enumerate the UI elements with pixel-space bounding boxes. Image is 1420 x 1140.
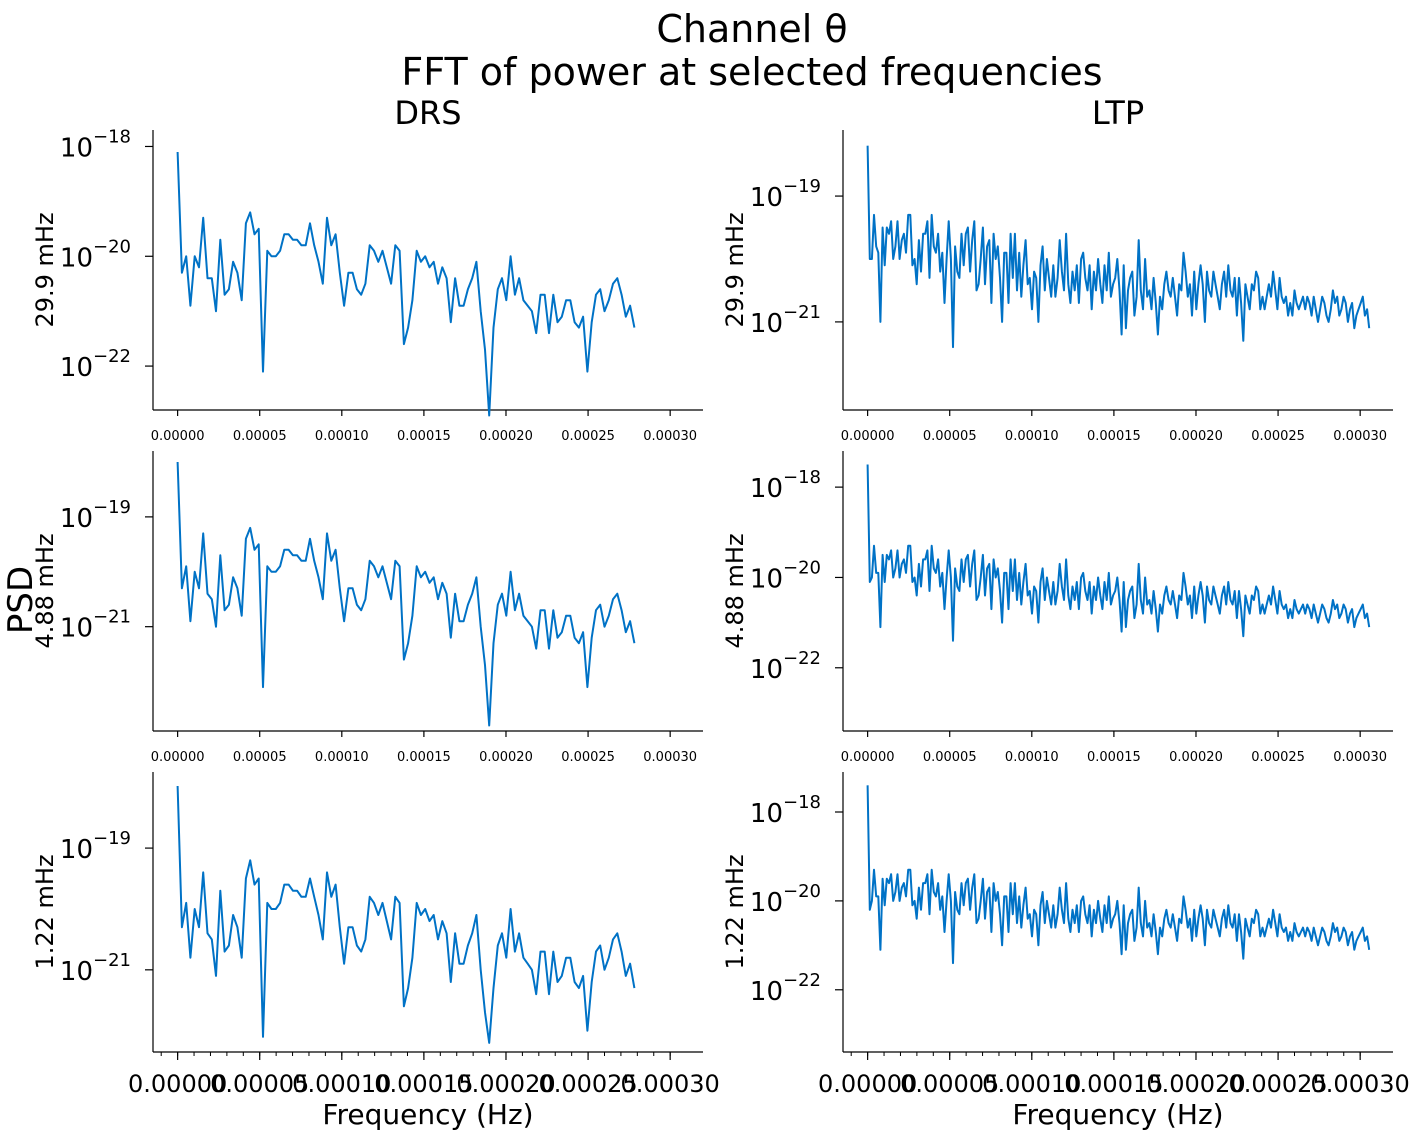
subplot-drs-1-22: 10−1910−210.000000.000050.000100.000150.… — [31, 772, 720, 1131]
x-tick-label: 0.00015 — [397, 750, 451, 765]
x-tick-label: 0.00000 — [128, 1070, 227, 1098]
y-tick-exponent: −20 — [93, 236, 131, 257]
x-tick-label: 0.00010 — [315, 750, 369, 765]
y-tick-exponent: −22 — [93, 346, 131, 367]
x-tick-label: 0.00010 — [315, 429, 369, 444]
x-tick-label: 0.00010 — [1005, 429, 1059, 444]
figure-ylabel: PSD — [1, 566, 41, 634]
psd-series-line — [176, 461, 636, 727]
y-tick-label: 10−18 — [750, 792, 821, 829]
psd-series-line — [866, 145, 1371, 349]
subplot-ltp-4-88: 10−18 10−20 10−22 0.00000 0.00005 0.00010 0.00… — [721, 451, 1393, 765]
y-axis-label: 29.9 mHz — [31, 212, 59, 327]
subplot-drs-29-9: 10−18 10−20 10−22 0.00000 0.00005 0.00010 0.00… — [31, 94, 703, 444]
y-axis-label: 1.22 mHz — [31, 854, 59, 969]
y-tick-label: 10−19 — [750, 176, 821, 213]
y-axis-label: 29.9 mHz — [721, 212, 749, 327]
y-tick-exponent: −19 — [783, 176, 821, 197]
x-tick-label: 0.00005 — [900, 1070, 999, 1098]
column-title: DRS — [394, 94, 461, 132]
x-tick-label: 0.00010 — [982, 1070, 1081, 1098]
y-tick-exponent: −21 — [93, 950, 131, 971]
x-tick-label: 0.00005 — [233, 429, 287, 444]
y-tick-label: 10−19 — [60, 497, 131, 534]
x-tick-label: 0.00005 — [210, 1070, 309, 1098]
x-tick-label: 0.00020 — [456, 1070, 555, 1098]
x-tick-label: 0.00025 — [561, 750, 615, 765]
x-tick-label: 0.00015 — [374, 1070, 473, 1098]
x-axis-label: Frequency (Hz) — [1012, 1098, 1223, 1131]
y-tick-label: 10−22 — [60, 346, 131, 383]
x-tick-label: 0.00030 — [643, 750, 697, 765]
y-tick-label: 10−19 — [60, 828, 131, 865]
x-tick-label: 0.00025 — [561, 429, 615, 444]
x-tick-label: 0.00025 — [1251, 750, 1305, 765]
x-tick-label: 0.00030 — [621, 1070, 720, 1098]
psd-series-line — [866, 464, 1371, 642]
x-tick-label: 0.00015 — [1087, 750, 1141, 765]
y-tick-label: 10−20 — [60, 236, 131, 273]
x-tick-label: 0.00030 — [643, 429, 697, 444]
x-tick-label: 0.00020 — [479, 750, 533, 765]
y-axis-label: 1.22 mHz — [721, 854, 749, 969]
x-tick-label: 0.00005 — [923, 429, 977, 444]
y-tick-exponent: −22 — [783, 648, 821, 669]
x-tick-label: 0.00020 — [1169, 429, 1223, 444]
figure-title-line2: FFT of power at selected frequencies — [401, 50, 1102, 94]
psd-series-line — [176, 785, 636, 1044]
subplot-ltp-1-22: 10−1810−2010−220.000000.000050.000100.00… — [721, 772, 1410, 1131]
x-tick-label: 0.00015 — [1064, 1070, 1163, 1098]
y-tick-exponent: −18 — [783, 467, 821, 488]
x-tick-label: 0.00025 — [538, 1070, 637, 1098]
subplot-drs-4-88: 10−19 10−21 0.00000 0.00005 0.00010 0.00015 0.… — [31, 451, 703, 765]
y-axis-label: 4.88 mHz — [721, 533, 749, 648]
subplot-ltp-29-9: 10−19 10−21 0.00000 0.00005 0.00010 0.00015 0.… — [721, 94, 1393, 444]
x-tick-label: 0.00000 — [841, 750, 895, 765]
y-tick-label: 10−18 — [750, 467, 821, 504]
y-tick-exponent: −21 — [93, 607, 131, 628]
x-tick-label: 0.00030 — [1311, 1070, 1410, 1098]
y-tick-exponent: −22 — [783, 970, 821, 991]
x-tick-label: 0.00020 — [479, 429, 533, 444]
x-tick-label: 0.00010 — [1005, 750, 1059, 765]
y-tick-exponent: −19 — [93, 828, 131, 849]
x-tick-label: 0.00000 — [151, 750, 205, 765]
psd-series-line — [176, 151, 636, 417]
x-tick-label: 0.00025 — [1228, 1070, 1327, 1098]
y-axis-label: 4.88 mHz — [31, 533, 59, 648]
figure-title-line1: Channel θ — [656, 7, 847, 51]
y-tick-label: 10−21 — [60, 950, 131, 987]
x-tick-label: 0.00010 — [292, 1070, 391, 1098]
y-tick-label: 10−21 — [60, 607, 131, 644]
x-tick-label: 0.00000 — [818, 1070, 917, 1098]
y-tick-exponent: −21 — [783, 302, 821, 323]
x-tick-label: 0.00020 — [1146, 1070, 1245, 1098]
column-title: LTP — [1092, 94, 1144, 132]
y-tick-label: 10−22 — [750, 648, 821, 685]
x-tick-label: 0.00000 — [841, 429, 895, 444]
y-tick-exponent: −18 — [93, 126, 131, 147]
y-tick-exponent: −18 — [783, 792, 821, 813]
y-tick-label: 10−22 — [750, 970, 821, 1007]
y-tick-label: 10−18 — [60, 126, 131, 163]
x-tick-label: 0.00000 — [151, 429, 205, 444]
x-tick-label: 0.00030 — [1333, 750, 1387, 765]
y-tick-label: 10−20 — [750, 557, 821, 594]
y-tick-exponent: −20 — [783, 881, 821, 902]
y-tick-exponent: −19 — [93, 497, 131, 518]
y-tick-exponent: −20 — [783, 557, 821, 578]
x-tick-label: 0.00015 — [397, 429, 451, 444]
y-tick-label: 10−21 — [750, 302, 821, 339]
x-tick-label: 0.00025 — [1251, 429, 1305, 444]
x-axis-label: Frequency (Hz) — [322, 1098, 533, 1131]
x-tick-label: 0.00005 — [923, 750, 977, 765]
x-tick-label: 0.00015 — [1087, 429, 1141, 444]
psd-series-line — [866, 785, 1371, 965]
x-tick-label: 0.00005 — [233, 750, 287, 765]
y-tick-label: 10−20 — [750, 881, 821, 918]
x-tick-label: 0.00020 — [1169, 750, 1223, 765]
x-tick-label: 0.00030 — [1333, 429, 1387, 444]
